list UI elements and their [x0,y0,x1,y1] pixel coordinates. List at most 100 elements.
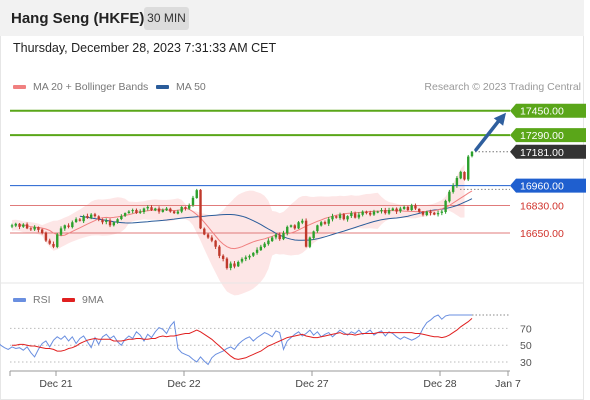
candle [233,261,236,269]
candle-body [410,205,413,211]
candle [252,252,255,257]
candle-body [18,223,21,227]
level-tag-bg [510,178,586,193]
candle [248,254,251,260]
candle [282,230,285,241]
candle [116,218,119,224]
ma20-swatch [13,85,26,89]
candle-body [248,255,251,258]
candle [101,218,104,225]
candle [380,208,383,214]
candle-body [350,213,353,217]
candle [410,203,413,212]
candle [323,220,327,225]
candle-body [387,210,391,214]
candle [229,261,232,271]
candle-body [138,211,142,213]
level-label-16960.00: 16960.00 [520,181,564,193]
candle [56,232,59,249]
candle-body [199,189,202,229]
candle-body [267,240,270,245]
candle [214,239,217,249]
candle [40,228,44,235]
candle-body [25,224,29,229]
candle [108,218,112,228]
candle-body [327,219,330,224]
candle [191,195,195,207]
candle [263,242,266,249]
candle [105,218,108,225]
candle [37,226,40,233]
rsi-ma-label: 9MA [82,294,104,306]
candle [455,176,459,188]
candle-body [218,246,221,256]
candle [301,218,304,225]
candle-body [112,222,116,226]
candle-body [184,207,187,209]
candle-body [455,177,459,186]
candle [210,235,214,243]
candle [97,215,100,222]
candle [357,212,361,220]
candle-body [406,206,410,211]
candle-body [451,185,455,192]
candle [59,226,63,237]
candle-body [436,213,440,215]
x-tick-label: Dec 22 [167,378,200,390]
candle-body [44,232,48,241]
candle-body [335,216,338,218]
bollinger-area [12,164,465,296]
candle-body [93,214,97,217]
interval-button[interactable]: 30 MIN [144,7,189,30]
candle-body [331,216,334,220]
candle [82,214,85,224]
price-levels [10,109,510,234]
candle [459,170,462,180]
candle-body [120,216,123,220]
candle-body [225,258,229,269]
candle-body [425,211,428,215]
candle-body [229,263,232,268]
candle [131,208,134,214]
candle-body [180,206,183,212]
candle [138,209,142,214]
ma50-swatch [156,85,169,89]
candle [221,254,225,262]
candle-body [316,225,319,232]
candle-body [157,208,161,212]
candle [346,215,349,222]
candle-body [278,234,281,240]
candle [316,224,319,233]
candle-body [116,219,119,223]
candle [384,207,387,215]
candle [470,151,474,158]
candle-body [252,252,255,256]
candle [112,221,116,227]
candle-body [142,208,146,213]
candle [331,213,334,222]
candle-body [206,234,210,238]
candle-body [380,210,383,212]
candle [372,209,376,216]
candle [33,225,36,231]
rsi-tick-label: 30 [520,357,532,369]
level-tag-17450.00: 17450.00 [510,103,586,118]
candle-body [282,232,285,240]
rsi-panel: 70 50 30 [0,314,532,369]
candle-body [33,226,36,230]
candle [406,205,410,212]
candle-body [301,220,304,223]
candle [176,209,180,215]
candle [165,207,168,211]
candle-body [414,205,417,209]
candle-body [154,208,157,211]
candle-body [240,258,244,262]
candle [421,210,425,217]
candle-body [470,151,474,157]
x-tick-label: Dec 27 [295,378,328,390]
legend-ma50: MA 50 [156,81,206,93]
candle-body [399,208,402,212]
candle [188,203,191,210]
candle [267,238,270,246]
